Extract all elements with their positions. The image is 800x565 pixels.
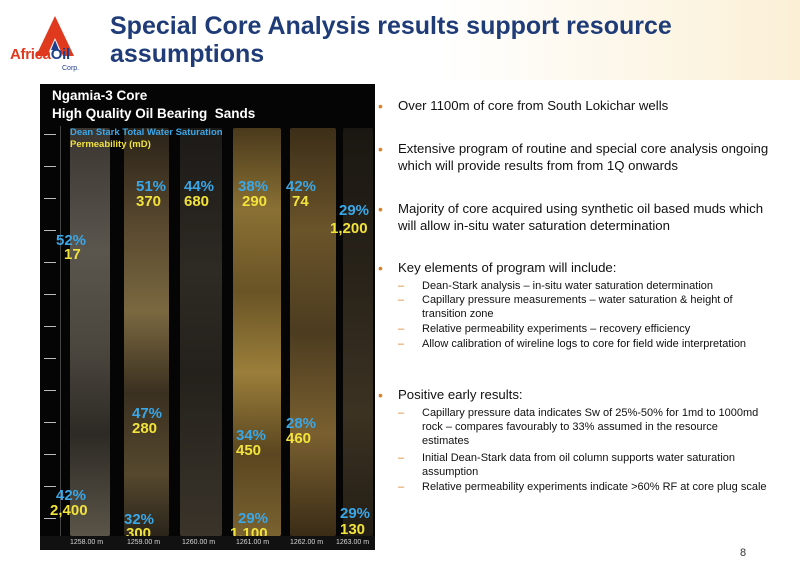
bullet-icon: • xyxy=(378,141,383,157)
saturation-label: 29% xyxy=(339,202,370,219)
bullet-icon: • xyxy=(378,260,383,276)
saturation-label: 42% xyxy=(56,487,87,504)
saturation-label: 34% xyxy=(236,427,267,444)
core-strip xyxy=(180,128,222,536)
saturation-label: 29% xyxy=(340,505,371,522)
core-strip xyxy=(343,128,373,536)
bullet-text: Over 1100m of core from South Lokichar w… xyxy=(398,98,669,113)
company-logo xyxy=(14,12,104,78)
core-strip xyxy=(290,128,336,536)
bullet-icon: • xyxy=(378,387,383,403)
dash-icon: – xyxy=(398,481,405,493)
depth-label: 1261.00 m xyxy=(236,539,270,546)
depth-label: 1262.00 m xyxy=(290,539,324,546)
saturation-label: 28% xyxy=(286,415,317,432)
core-strip xyxy=(233,128,281,536)
core-photo-panel: Ngamia-3 Core High Quality Oil Bearing Sa… xyxy=(40,84,375,550)
permeability-label: 370 xyxy=(136,193,162,210)
saturation-label: 52% xyxy=(56,232,87,249)
page-number: 8 xyxy=(740,547,747,559)
dash-icon: – xyxy=(398,338,405,350)
logo-wordmark: AfricaOil xyxy=(10,46,70,63)
permeability-label: 17 xyxy=(64,246,81,263)
permeability-label: 280 xyxy=(132,420,158,437)
permeability-label: 680 xyxy=(184,193,210,210)
permeability-label: 290 xyxy=(242,193,268,210)
saturation-label: 29% xyxy=(238,510,269,527)
depth-label: 1260.00 m xyxy=(182,539,216,546)
dash-icon: – xyxy=(398,452,405,464)
depth-label: 1259.00 m xyxy=(127,539,161,546)
saturation-label: 44% xyxy=(184,178,215,195)
legend-saturation: Dean Stark Total Water Saturation xyxy=(70,127,223,138)
bullet-icon: • xyxy=(378,98,383,114)
logo-triangle-icon xyxy=(36,16,74,56)
permeability-label: 2,400 xyxy=(50,502,88,519)
permeability-label: 450 xyxy=(236,442,262,459)
bullet-text: Extensive program of routine and special… xyxy=(398,141,769,173)
saturation-label: 38% xyxy=(238,178,269,195)
bullet-text: Positive early results: xyxy=(398,387,523,402)
permeability-label: 130 xyxy=(340,521,366,538)
saturation-label: 42% xyxy=(286,178,317,195)
core-strip xyxy=(124,128,169,536)
panel-legend: Dean Stark Total Water Saturation Permea… xyxy=(70,127,223,151)
core-strip xyxy=(70,128,110,536)
bullet-text: Majority of core acquired using syntheti… xyxy=(398,201,764,233)
panel-title: Ngamia-3 Core High Quality Oil Bearing Sa… xyxy=(52,88,256,121)
logo-corp: Corp. xyxy=(62,65,80,72)
dash-icon: – xyxy=(398,280,405,292)
dash-icon: – xyxy=(398,294,405,306)
permeability-label: 74 xyxy=(292,193,309,210)
slide-title: Special Core Analysis results support re… xyxy=(110,12,672,68)
saturation-label: 32% xyxy=(124,511,155,528)
depth-label: 1258.00 m xyxy=(70,539,104,546)
depth-ruler xyxy=(44,126,61,536)
dash-icon: – xyxy=(398,323,405,335)
permeability-label: 460 xyxy=(286,430,312,447)
legend-permeability: Permeability (mD) xyxy=(70,139,151,150)
dash-icon: – xyxy=(398,407,405,419)
saturation-label: 51% xyxy=(136,178,167,195)
depth-label: 1263.00 m xyxy=(336,539,370,546)
depth-scale-bar xyxy=(40,536,375,550)
permeability-label: 1,200 xyxy=(330,220,368,237)
saturation-label: 47% xyxy=(132,405,163,422)
header-background xyxy=(0,0,800,80)
bullet-icon: • xyxy=(378,201,383,217)
bullet-text: Key elements of program will include: xyxy=(398,260,617,275)
